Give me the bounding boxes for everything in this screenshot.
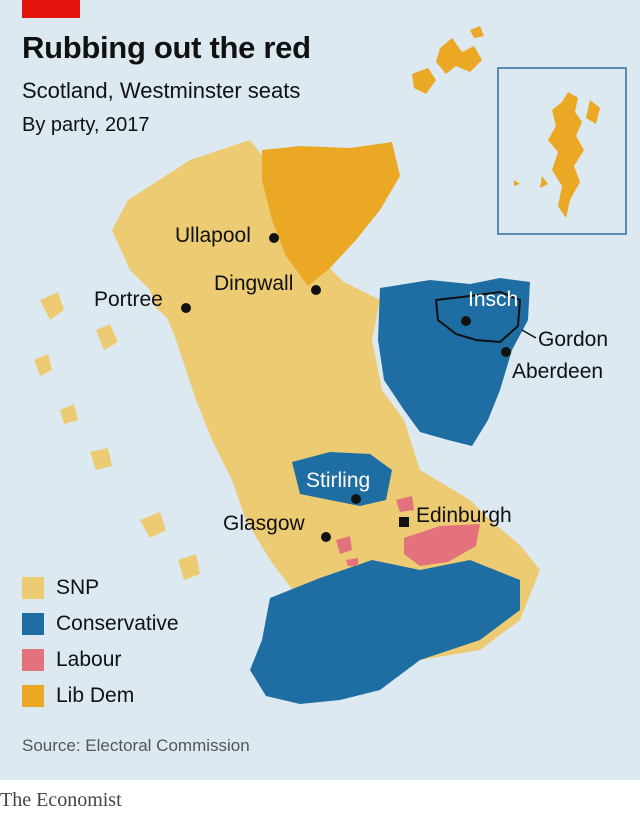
glasgow-marker [321,532,331,542]
ullapool-label: Ullapool [175,224,251,247]
dingwall-label: Dingwall [214,272,293,295]
page-title: Rubbing out the red [22,30,311,65]
gordon-constituency [434,290,522,344]
map-legend: SNP Conservative Labour Lib Dem [22,570,179,714]
dingwall-marker [311,285,321,295]
aberdeen-label: Aberdeen [512,360,603,383]
insch-marker [461,316,471,326]
glasgow-label: Glasgow [223,512,306,535]
legend-label-libdem: Lib Dem [56,684,135,707]
aberdeen-marker [501,347,511,357]
legend-label-labour: Labour [56,648,122,671]
economist-brand: The Economist [0,789,122,811]
stirling-marker [351,494,361,504]
legend-label-snp: SNP [56,576,100,599]
labour-glasgow-region [336,536,358,566]
shetland-region [514,92,600,218]
legend-item-labour: Labour [22,642,179,678]
conservative-south-region [250,560,520,704]
legend-item-snp: SNP [22,570,179,606]
snp-islands-region [96,232,196,350]
portree-label: Portree [94,288,163,311]
legend-item-conservative: Conservative [22,606,179,642]
subtitle-secondary: By party, 2017 [22,114,150,136]
brand-red-tag [22,0,80,18]
legend-item-libdem: Lib Dem [22,678,179,714]
conservative-swatch [22,613,44,635]
shetland-inset-frame [497,67,627,235]
legend-label-conservative: Conservative [56,612,179,635]
libdem-highland-region [262,142,400,286]
snp-swatch [22,577,44,599]
stirling-label: Stirling [306,469,370,492]
conservative-stirling-region [292,452,392,506]
labour-swatch [22,649,44,671]
insch-label: Insch [468,288,518,311]
gordon-label: Gordon [538,328,608,351]
edinburgh-label: Edinburgh [416,504,512,527]
gordon-leader-line [521,329,537,339]
source-note: Source: Electoral Commission [22,736,250,755]
subtitle: Scotland, Westminster seats [22,78,301,103]
portree-marker [181,303,191,313]
scotland-map: Ullapool Dingwall Portree Insch Gordon A… [34,26,627,704]
edinburgh-marker [399,517,409,527]
libdem-swatch [22,685,44,707]
labour-edinburgh-region [396,496,480,566]
ullapool-marker [269,233,279,243]
orkney-region [412,26,484,94]
